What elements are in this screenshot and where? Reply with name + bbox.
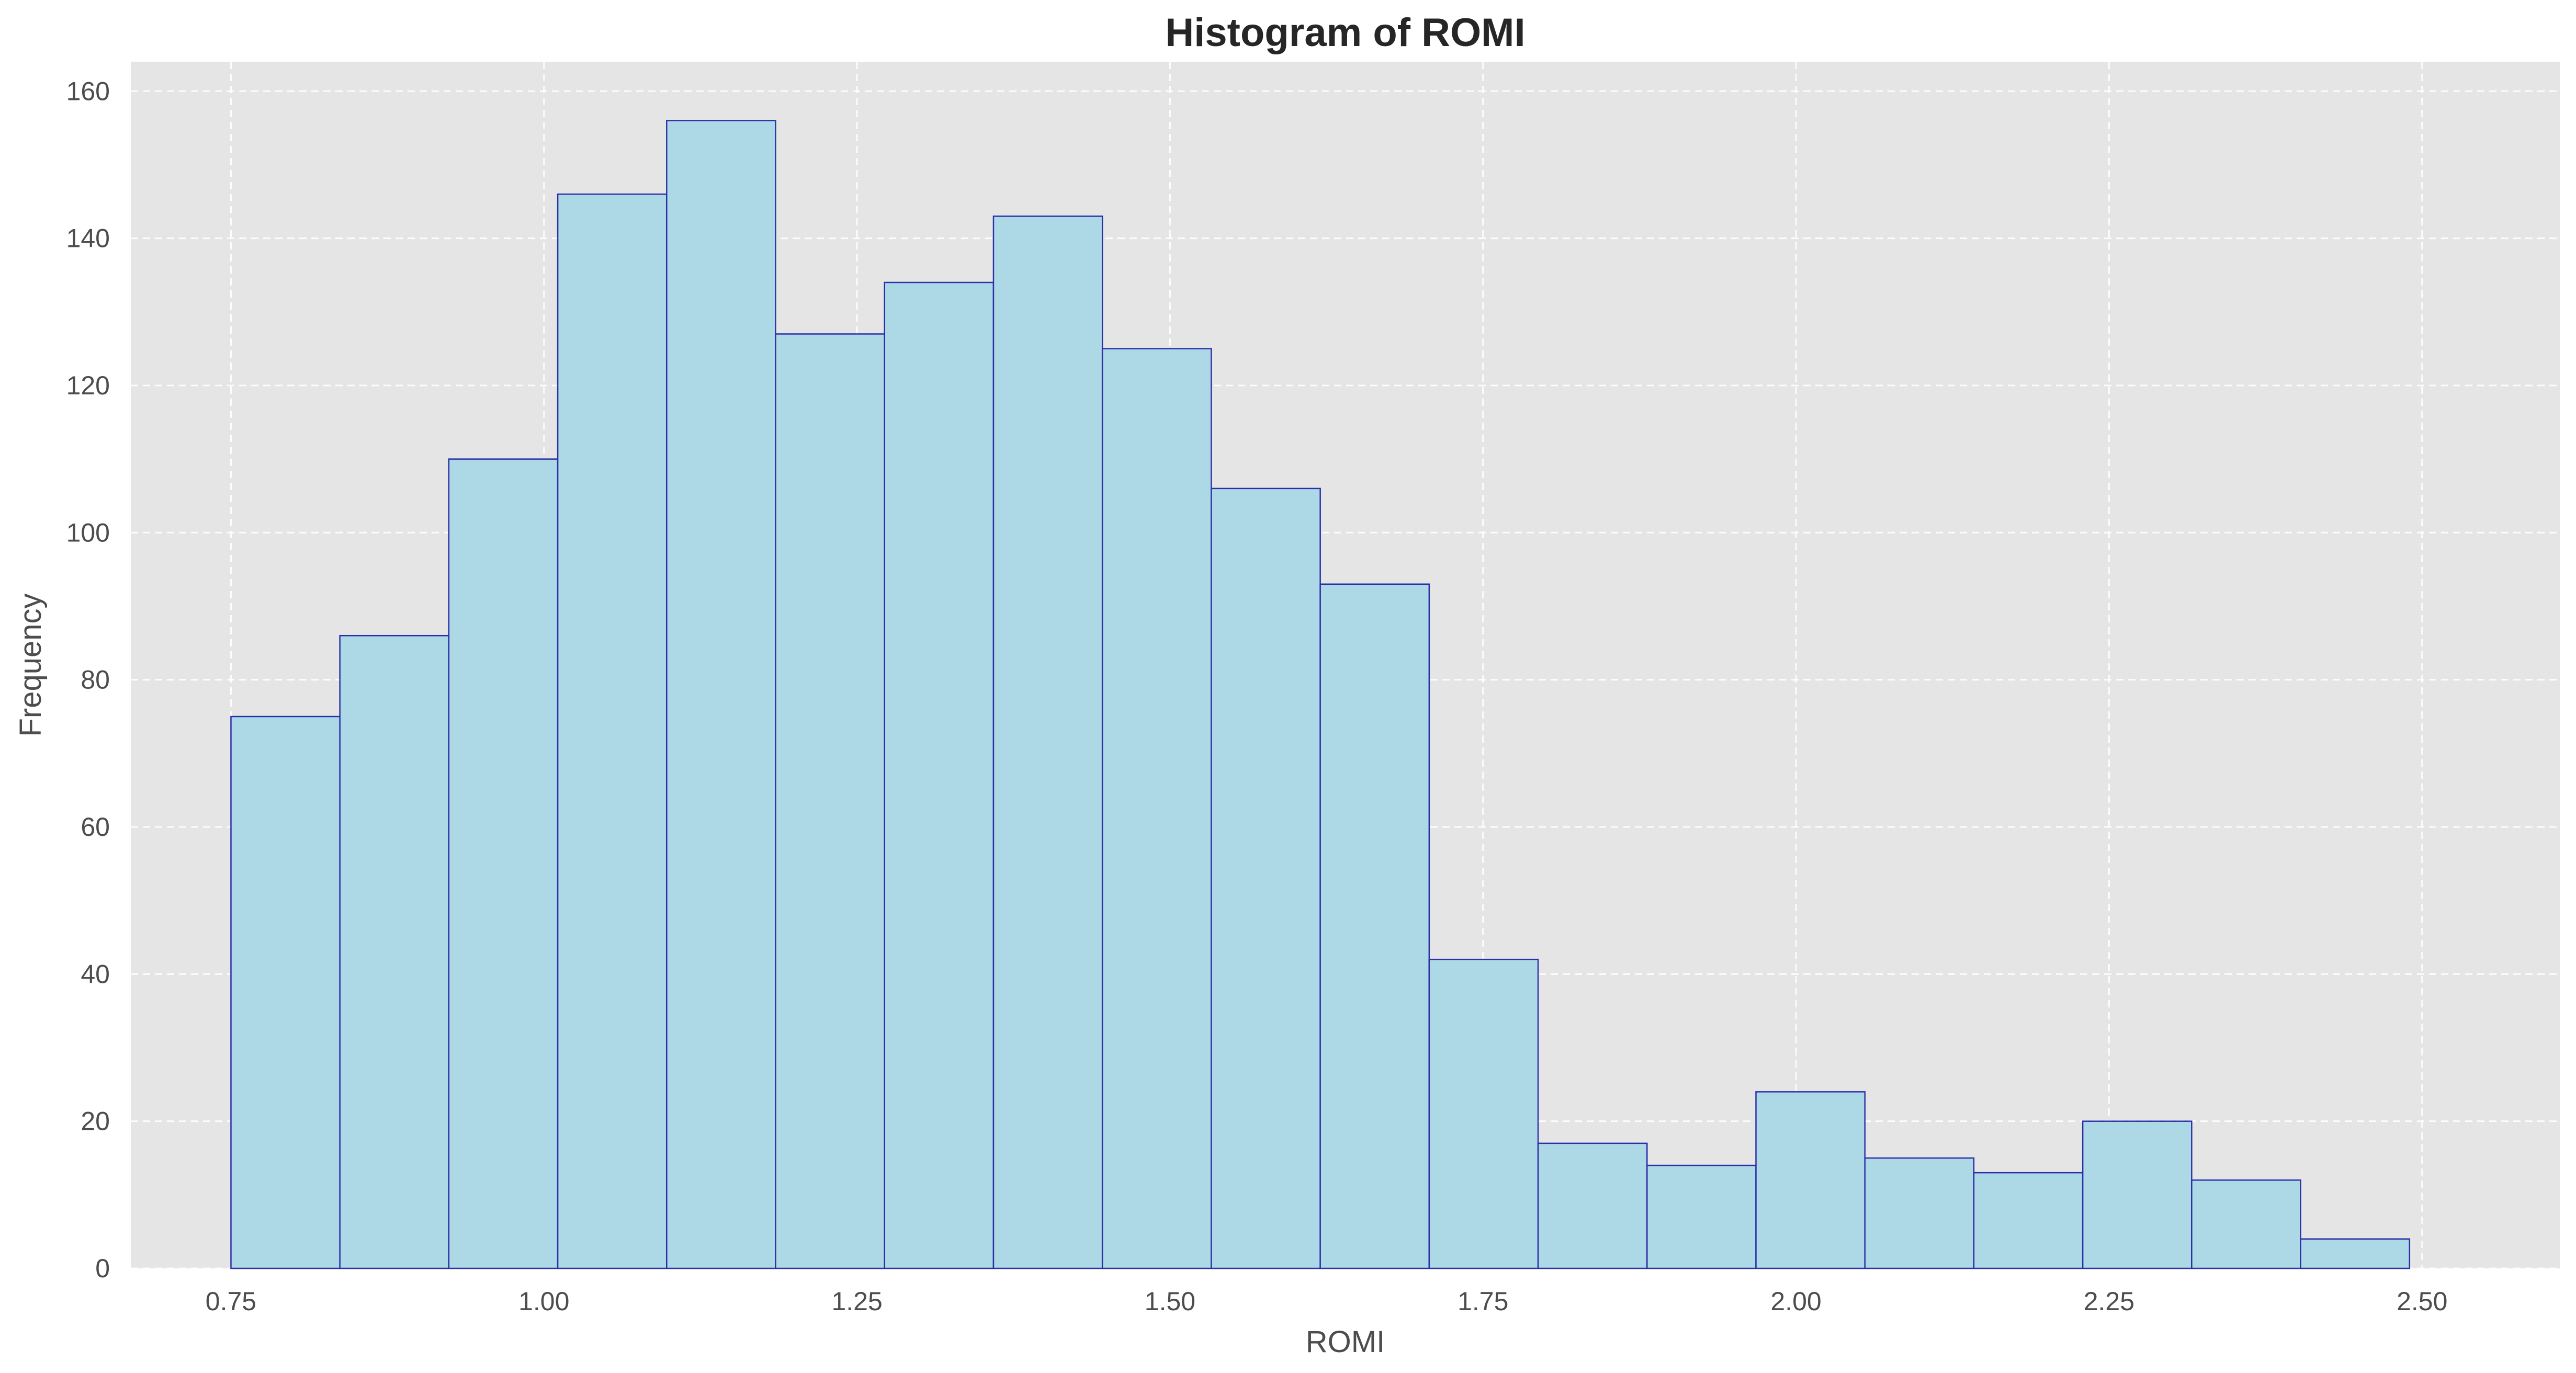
y-tick-label: 20: [81, 1107, 110, 1136]
bars: [230, 120, 2411, 1269]
y-axis-label: Frequency: [14, 593, 48, 736]
histogram-bar: [1755, 1091, 1866, 1269]
histogram-bar: [1428, 958, 1539, 1269]
histogram-bar: [557, 193, 668, 1269]
histogram-bar: [992, 215, 1103, 1269]
histogram-bar: [666, 120, 776, 1269]
histogram-bar: [1101, 348, 1212, 1269]
histogram-bar: [884, 281, 995, 1269]
histogram-bar: [1537, 1142, 1648, 1269]
x-tick-label: 1.00: [518, 1287, 569, 1316]
histogram-bar: [1319, 583, 1430, 1269]
x-axis-ticks: 0.75 1.00 1.25 1.50 1.75 2.00 2.25 2.50: [206, 1287, 2448, 1316]
histogram-bar: [448, 458, 559, 1269]
histogram-bar: [1973, 1172, 2084, 1269]
histogram-bar: [1211, 487, 1321, 1269]
y-tick-label: 40: [81, 959, 110, 989]
x-tick-label: 2.50: [2397, 1287, 2447, 1316]
y-axis-ticks: 0 20 40 60 80 100 120 140 160: [66, 76, 110, 1283]
y-tick-label: 80: [81, 665, 110, 695]
x-tick-label: 2.25: [2084, 1287, 2134, 1316]
histogram-bar: [2082, 1120, 2193, 1269]
x-tick-label: 1.75: [1458, 1287, 1508, 1316]
histogram-bar: [775, 333, 886, 1269]
histogram-bar: [1864, 1157, 1975, 1269]
x-tick-label: 2.00: [1770, 1287, 1821, 1316]
x-tick-label: 1.25: [831, 1287, 882, 1316]
y-tick-label: 0: [95, 1254, 110, 1283]
chart-title: Histogram of ROMI: [1165, 10, 1525, 55]
x-tick-label: 0.75: [206, 1287, 256, 1316]
x-axis-label: ROMI: [1306, 1325, 1385, 1359]
histogram-bar: [230, 716, 341, 1269]
y-tick-label: 100: [66, 518, 110, 547]
x-tick-label: 1.50: [1145, 1287, 1195, 1316]
y-tick-label: 60: [81, 812, 110, 842]
y-tick-label: 140: [66, 224, 110, 253]
histogram-bar: [2300, 1238, 2411, 1269]
histogram-bar: [1646, 1164, 1757, 1269]
y-tick-label: 120: [66, 371, 110, 400]
histogram-bar: [2191, 1179, 2301, 1269]
y-tick-label: 160: [66, 76, 110, 106]
histogram-bar: [339, 634, 450, 1269]
